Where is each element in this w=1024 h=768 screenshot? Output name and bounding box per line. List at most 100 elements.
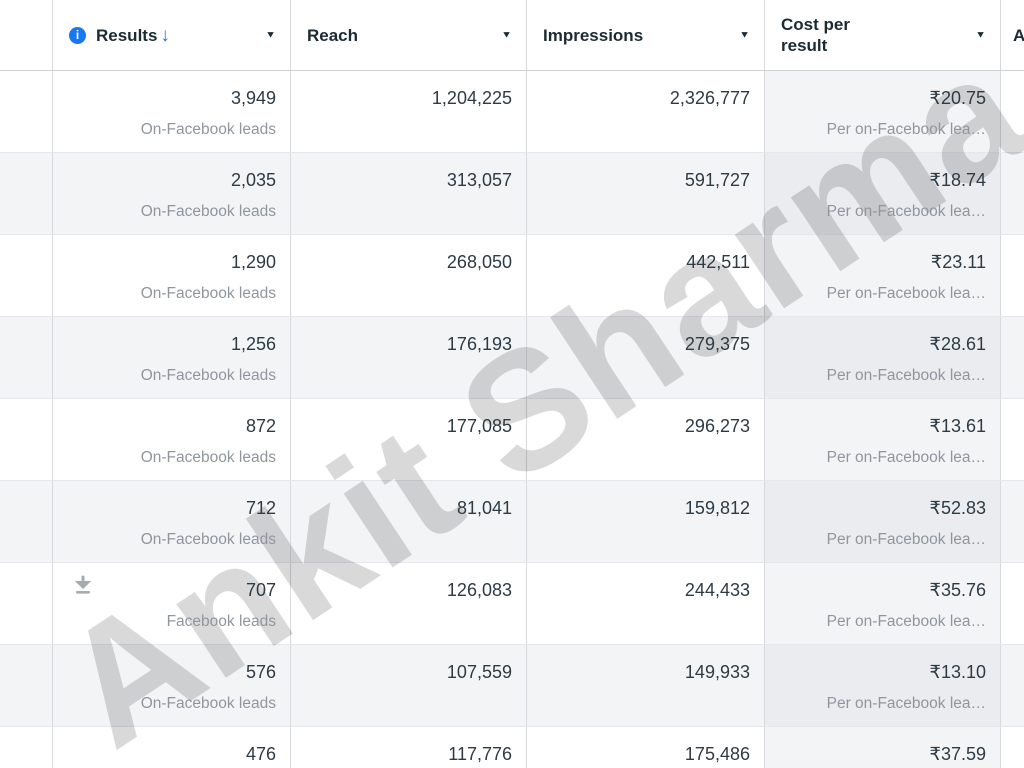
- impressions-value: 591,727: [684, 170, 750, 190]
- cost-per-result-cell: ₹52.83 Per on-Facebook lea…: [765, 481, 1001, 562]
- sort-descending-icon: ↓: [160, 24, 170, 46]
- results-cell: 712 On-Facebook leads: [53, 481, 291, 562]
- cost-type: Per on-Facebook lea…: [826, 449, 986, 466]
- impressions-cell: 159,812: [527, 481, 765, 562]
- reach-cell: 176,193: [291, 317, 527, 398]
- cost-per-result-cell: ₹13.10 Per on-Facebook lea…: [765, 645, 1001, 726]
- cost-value: ₹18.74: [929, 170, 987, 190]
- results-cell: 3,949 On-Facebook leads: [53, 71, 291, 152]
- impressions-header-label: Impressions: [543, 25, 644, 45]
- impressions-cell: 244,433: [527, 563, 765, 644]
- impressions-value: 2,326,777: [669, 88, 750, 108]
- results-type: Facebook leads: [166, 613, 276, 630]
- table-row: 707 Facebook leads 126,083 244,433 ₹35.7…: [0, 563, 1024, 645]
- impressions-cell: 175,486: [527, 727, 765, 768]
- table-row: 576 On-Facebook leads 107,559 149,933 ₹1…: [0, 645, 1024, 727]
- cost-value: ₹13.10: [929, 662, 987, 682]
- table-row: 712 On-Facebook leads 81,041 159,812 ₹52…: [0, 481, 1024, 563]
- cost-value: ₹13.61: [929, 416, 987, 436]
- partial-cell: [1001, 71, 1024, 152]
- partial-header-label: A: [1013, 25, 1024, 45]
- results-type: On-Facebook leads: [140, 531, 276, 548]
- cost-per-result-cell: ₹13.61 Per on-Facebook lea…: [765, 399, 1001, 480]
- table-row: 1,290 On-Facebook leads 268,050 442,511 …: [0, 235, 1024, 317]
- partial-cell: [1001, 153, 1024, 234]
- cost-type: Per on-Facebook lea…: [826, 367, 986, 384]
- header-spacer-cell: [0, 0, 53, 70]
- reach-cell: 1,204,225: [291, 71, 527, 152]
- column-header-cost-per-result[interactable]: Cost per result ▼: [765, 0, 1001, 70]
- cost-type: Per on-Facebook lea…: [826, 613, 986, 630]
- results-type: On-Facebook leads: [140, 367, 276, 384]
- results-value: 712: [245, 498, 276, 518]
- table-header-row: i Results ↓ ▼ Reach ▼ Impressions ▼ Cost…: [0, 0, 1024, 71]
- impressions-cell: 591,727: [527, 153, 765, 234]
- reach-value: 1,204,225: [431, 88, 512, 108]
- results-value: 1,290: [230, 252, 276, 272]
- chevron-down-icon[interactable]: ▼: [975, 29, 986, 40]
- results-type: On-Facebook leads: [140, 285, 276, 302]
- impressions-value: 175,486: [684, 744, 750, 764]
- cost-value: ₹52.83: [929, 498, 987, 518]
- partial-cell: [1001, 727, 1024, 768]
- impressions-cell: 2,326,777: [527, 71, 765, 152]
- chevron-down-icon[interactable]: ▼: [739, 29, 750, 40]
- reach-cell: 107,559: [291, 645, 527, 726]
- column-header-impressions[interactable]: Impressions ▼: [527, 0, 765, 70]
- results-cell: 576 On-Facebook leads: [53, 645, 291, 726]
- info-icon[interactable]: i: [69, 26, 86, 44]
- cost-per-result-cell: ₹35.76 Per on-Facebook lea…: [765, 563, 1001, 644]
- reach-cell: 268,050: [291, 235, 527, 316]
- column-header-results[interactable]: i Results ↓ ▼: [53, 0, 291, 70]
- results-value: 476: [245, 744, 276, 764]
- cost-value: ₹28.61: [929, 334, 987, 354]
- cost-type: Per on-Facebook lea…: [826, 695, 986, 712]
- cost-value: ₹37.59: [929, 744, 987, 764]
- reach-value: 176,193: [446, 334, 512, 354]
- download-icon[interactable]: [73, 575, 93, 597]
- row-spacer-cell: [0, 235, 53, 316]
- results-value: 707: [245, 580, 276, 600]
- impressions-value: 296,273: [684, 416, 750, 436]
- results-value: 1,256: [230, 334, 276, 354]
- reach-cell: 126,083: [291, 563, 527, 644]
- impressions-cell: 279,375: [527, 317, 765, 398]
- results-type: On-Facebook leads: [140, 203, 276, 220]
- cost-type: Per on-Facebook lea…: [826, 285, 986, 302]
- chevron-down-icon[interactable]: ▼: [265, 29, 276, 40]
- results-cell: 872 On-Facebook leads: [53, 399, 291, 480]
- reach-value: 126,083: [446, 580, 512, 600]
- row-spacer-cell: [0, 727, 53, 768]
- partial-cell: [1001, 399, 1024, 480]
- table-row: 872 On-Facebook leads 177,085 296,273 ₹1…: [0, 399, 1024, 481]
- partial-cell: [1001, 563, 1024, 644]
- row-spacer-cell: [0, 645, 53, 726]
- cost-per-result-cell: ₹20.75 Per on-Facebook lea…: [765, 71, 1001, 152]
- chevron-down-icon[interactable]: ▼: [501, 29, 512, 40]
- cost-header-label: Cost per result: [781, 15, 850, 55]
- results-header-label: Results: [96, 25, 158, 45]
- row-spacer-cell: [0, 481, 53, 562]
- reach-cell: 117,776: [291, 727, 527, 768]
- results-value: 872: [245, 416, 276, 436]
- table-row: 3,949 On-Facebook leads 1,204,225 2,326,…: [0, 71, 1024, 153]
- reach-value: 117,776: [448, 744, 512, 764]
- row-spacer-cell: [0, 153, 53, 234]
- reach-header-label: Reach: [307, 25, 359, 45]
- table-row: 2,035 On-Facebook leads 313,057 591,727 …: [0, 153, 1024, 235]
- row-spacer-cell: [0, 399, 53, 480]
- table-row: 476 117,776 175,486 ₹37.59: [0, 727, 1024, 768]
- impressions-value: 149,933: [684, 662, 750, 682]
- results-cell: 2,035 On-Facebook leads: [53, 153, 291, 234]
- cost-type: Per on-Facebook lea…: [826, 203, 986, 220]
- partial-cell: [1001, 317, 1024, 398]
- cost-type: Per on-Facebook lea…: [826, 531, 986, 548]
- results-type: On-Facebook leads: [140, 121, 276, 138]
- results-cell: 1,256 On-Facebook leads: [53, 317, 291, 398]
- results-type: On-Facebook leads: [140, 695, 276, 712]
- results-cell: 707 Facebook leads: [53, 563, 291, 644]
- column-header-reach[interactable]: Reach ▼: [291, 0, 527, 70]
- results-cell: 476: [53, 727, 291, 768]
- impressions-value: 244,433: [684, 580, 750, 600]
